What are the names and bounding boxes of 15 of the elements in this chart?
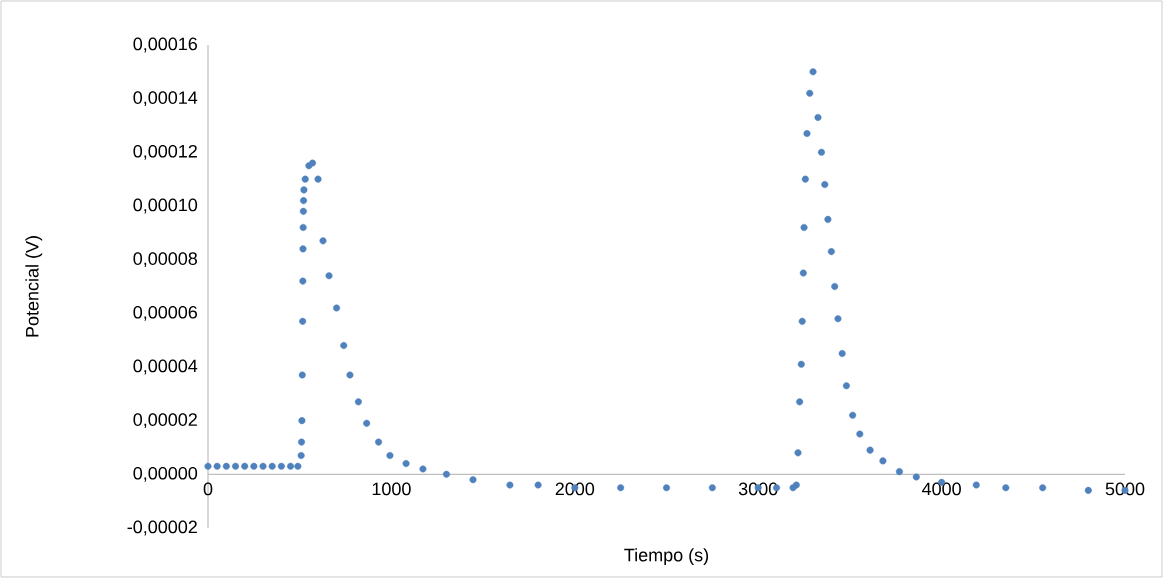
- y-tick-label: 0,00004: [133, 359, 198, 375]
- x-tick-label: 0: [203, 482, 213, 496]
- y-tick-label: 0,00010: [133, 198, 198, 214]
- y-tick-label: 0,00002: [133, 413, 197, 429]
- y-tick-label: 0,00008: [133, 252, 198, 268]
- x-tick-label: 4000: [921, 482, 961, 496]
- y-tick-label: 0,00000: [133, 466, 198, 482]
- y-tick-label: 0,00016: [133, 37, 198, 53]
- y-tick-label: -0,00002: [127, 520, 197, 536]
- x-tick-label: 1000: [372, 482, 411, 496]
- x-axis-title: Tiempo (s): [624, 548, 709, 565]
- y-tick-label: 0,00014: [133, 91, 198, 107]
- y-axis-title: Potencial (V): [25, 236, 43, 337]
- y-tick-label: 0,00012: [133, 144, 197, 160]
- y-tick-label: 0,00006: [133, 305, 198, 321]
